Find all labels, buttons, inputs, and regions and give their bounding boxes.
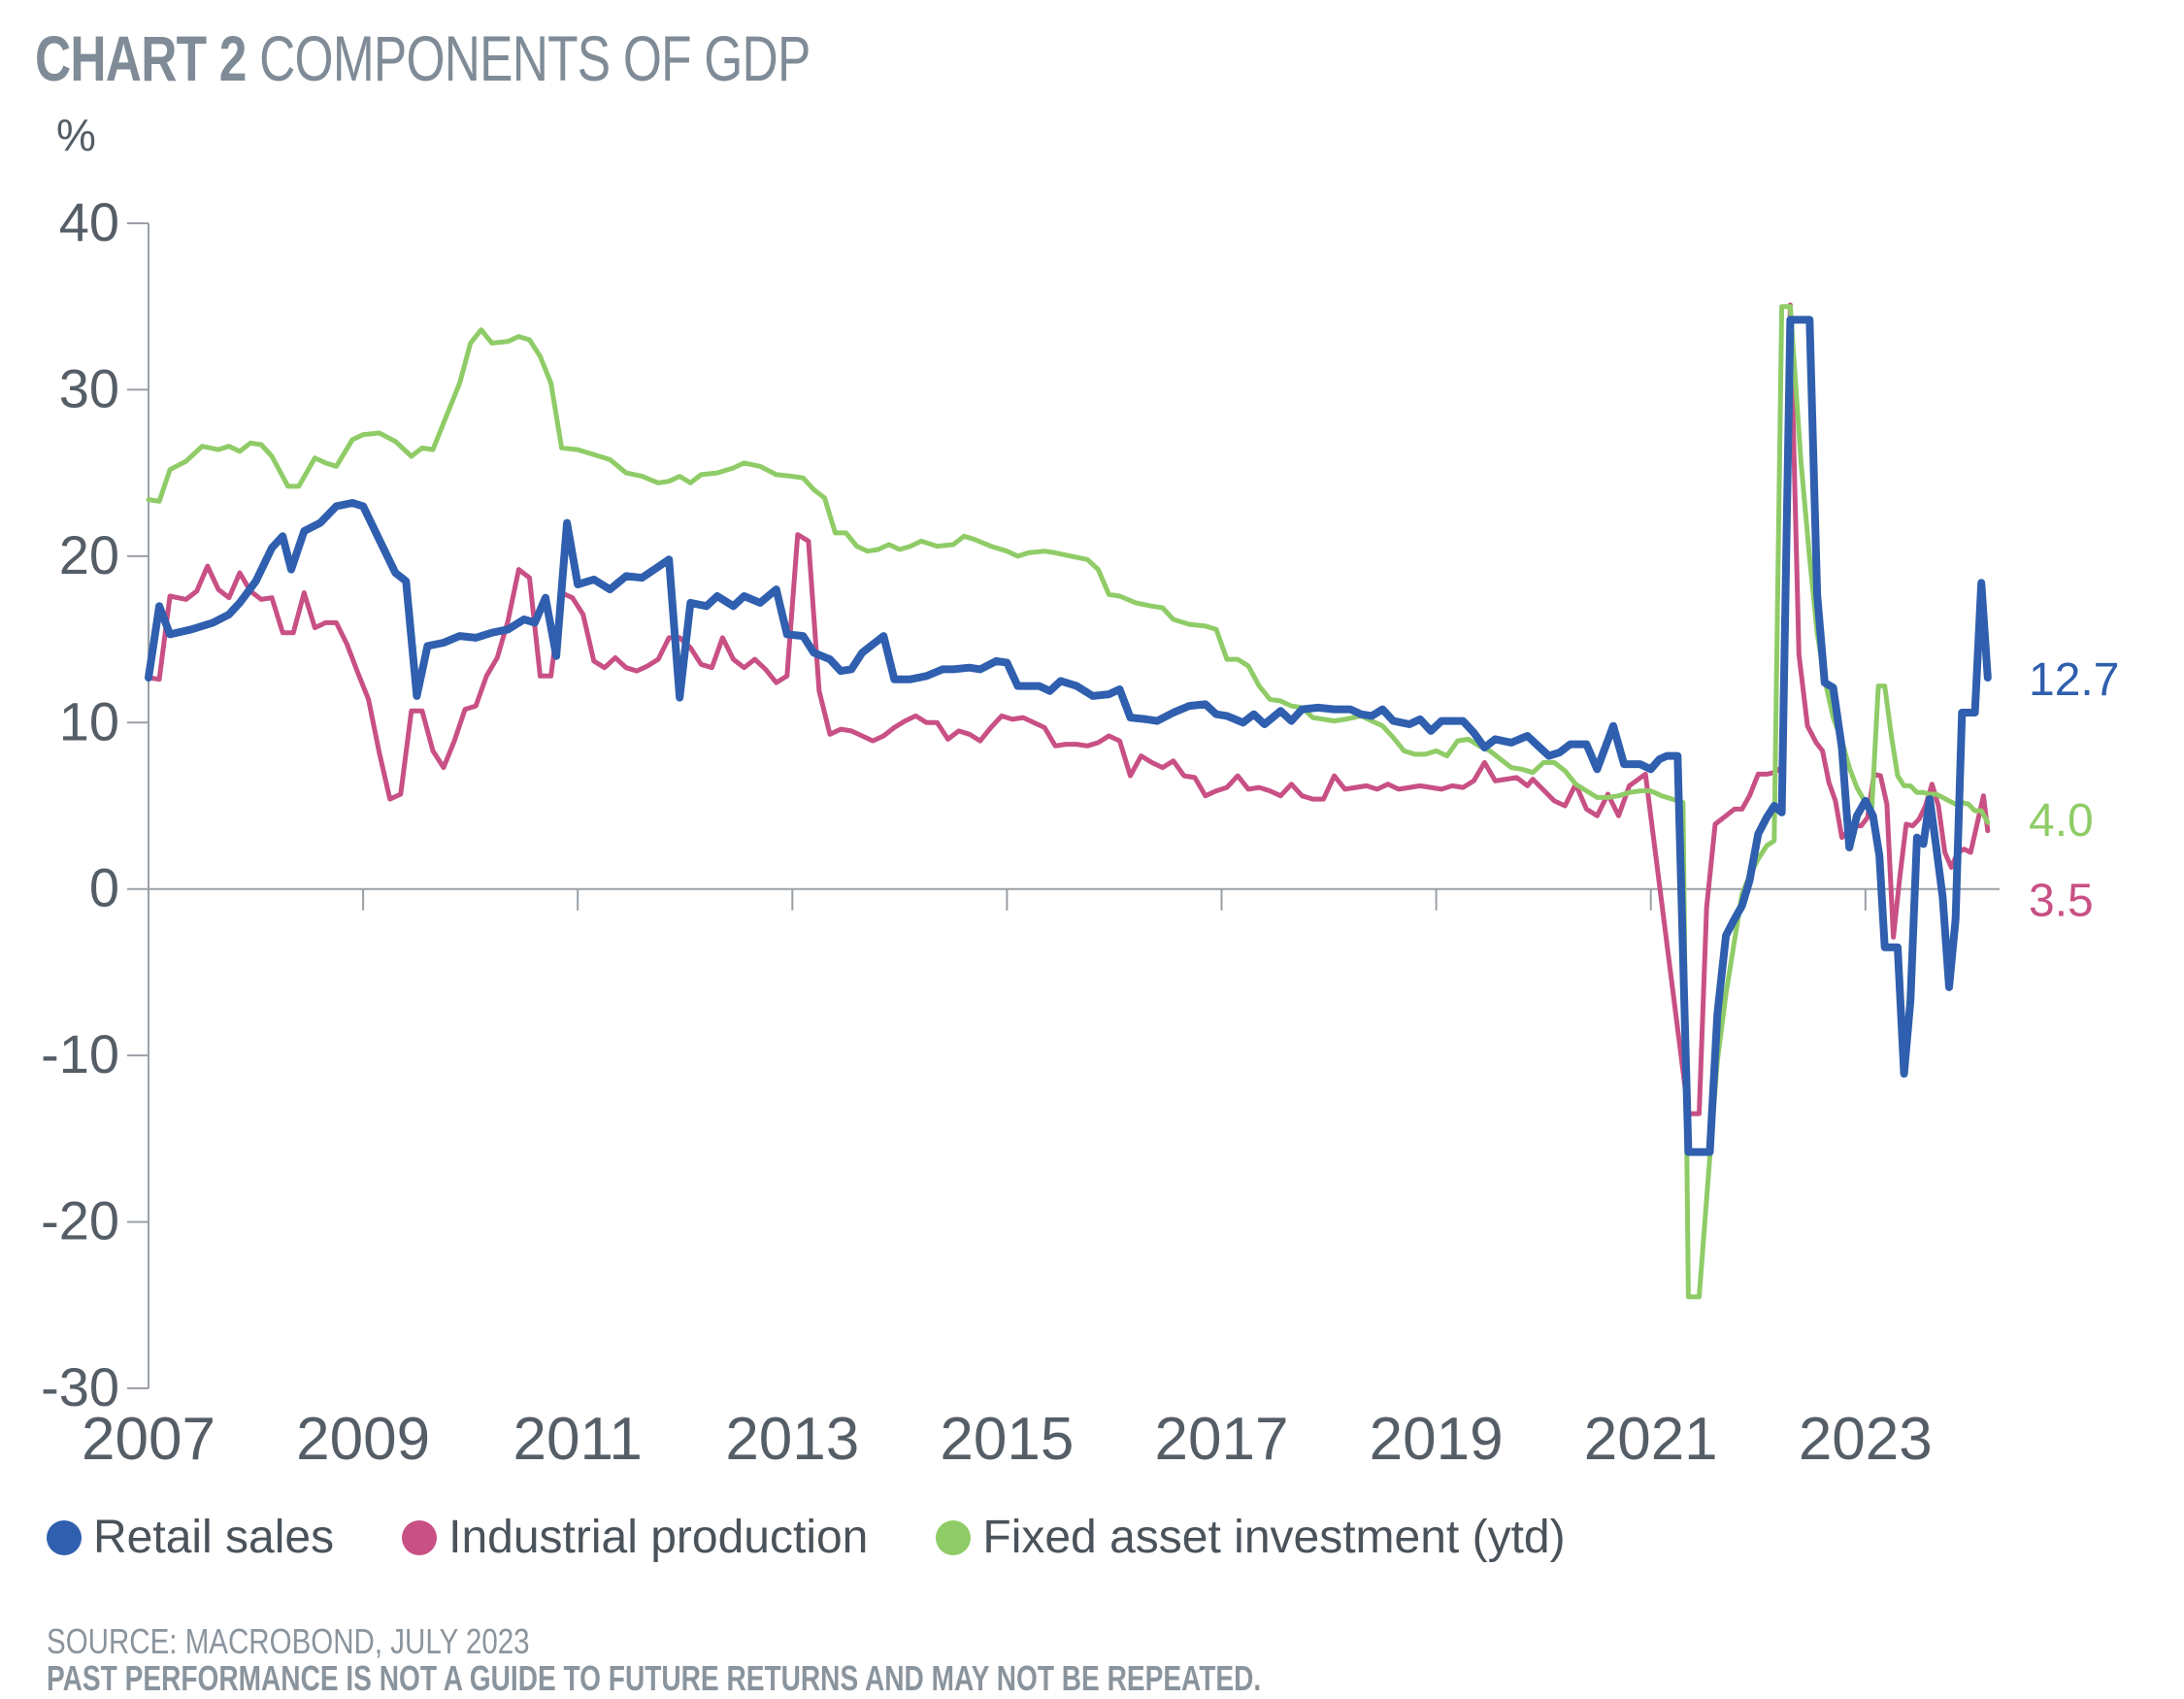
legend-dot-industrial: [402, 1519, 438, 1555]
legend-dot-retail: [47, 1519, 82, 1555]
legend: Retail sales Industrial production Fixed…: [47, 1511, 1634, 1564]
end-label-retail: 12.7: [2029, 654, 2119, 706]
legend-label-retail: Retail sales: [93, 1512, 335, 1563]
x-tick-label: 2023: [1799, 1406, 1933, 1473]
end-label-fai: 4.0: [2029, 795, 2094, 847]
chart-title: CHART 2 COMPONENTS OF GDP: [35, 21, 811, 95]
x-tick-label: 2015: [940, 1406, 1074, 1473]
y-tick-label: 10: [59, 690, 119, 751]
x-tick-label: 2017: [1155, 1406, 1289, 1473]
x-tick-label: 2009: [296, 1406, 430, 1473]
end-label-industrial: 3.5: [2029, 876, 2094, 927]
y-tick-label: -30: [41, 1356, 119, 1417]
y-tick-label: -20: [41, 1190, 119, 1251]
legend-item-industrial: Industrial production: [402, 1511, 868, 1564]
source-note: SOURCE: MACROBOND, JULY 2023: [47, 1621, 530, 1661]
x-tick-label: 2007: [82, 1406, 215, 1473]
y-tick-label: -10: [41, 1023, 119, 1084]
x-tick-label: 2011: [513, 1406, 643, 1473]
series-line-retail: [145, 316, 1992, 1156]
disclaimer: PAST PERFORMANCE IS NOT A GUIDE TO FUTUR…: [47, 1658, 1262, 1698]
legend-label-industrial: Industrial production: [448, 1512, 869, 1563]
legend-dot-fai: [936, 1519, 972, 1555]
y-tick-label: 40: [59, 191, 119, 252]
x-tick-label: 2019: [1370, 1406, 1504, 1473]
x-tick-label: 2021: [1584, 1406, 1718, 1473]
y-tick-label: 30: [59, 357, 119, 418]
legend-item-fai: Fixed asset investment (ytd): [936, 1511, 1566, 1564]
x-tick-label: 2013: [725, 1406, 859, 1473]
chart-title-text: COMPONENTS OF GDP: [246, 22, 811, 94]
legend-item-retail: Retail sales: [47, 1511, 334, 1564]
y-tick-label: 20: [59, 524, 119, 585]
legend-label-fai: Fixed asset investment (ytd): [982, 1512, 1566, 1563]
y-tick-label: 0: [89, 857, 119, 918]
chart-title-number: CHART 2: [35, 22, 247, 94]
series-line-industrial: [146, 302, 1991, 1116]
y-axis-unit: %: [56, 110, 96, 160]
